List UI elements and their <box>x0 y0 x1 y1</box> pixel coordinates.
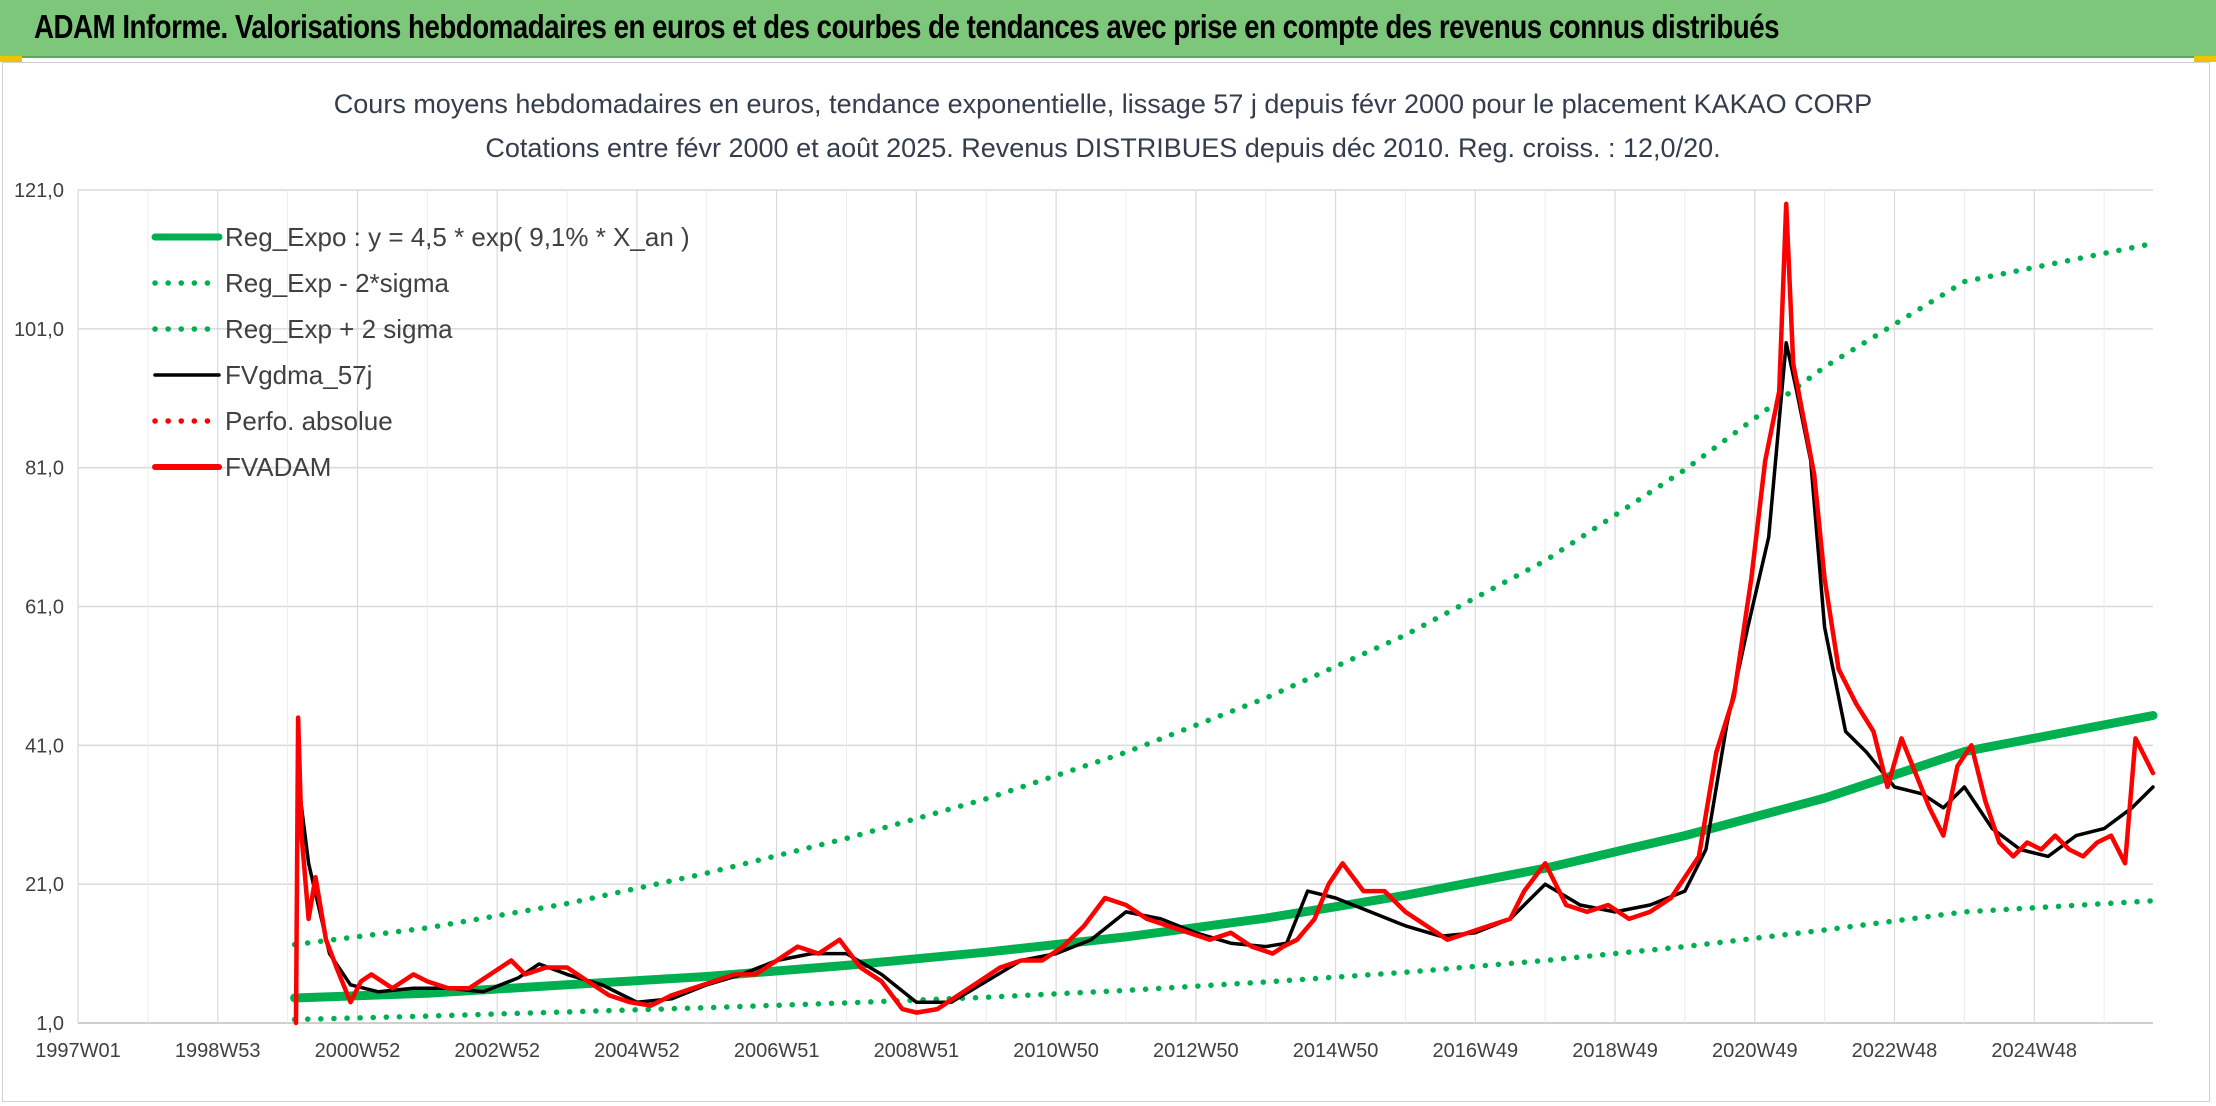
legend-label: Reg_Expo : y = 4,5 * exp( 9,1% * X_an ) <box>225 222 690 252</box>
legend-label: Reg_Exp - 2*sigma <box>225 268 450 298</box>
series-line-reg-exp-2-sigma <box>291 240 2156 948</box>
series-line-fvadam <box>293 201 2156 1026</box>
y-tick-label: 61,0 <box>25 597 64 619</box>
series-group <box>290 201 2158 1026</box>
x-tick-label: 2008W51 <box>874 1040 960 1062</box>
x-tick-label: 2020W49 <box>1712 1040 1798 1062</box>
y-tick-label: 21,0 <box>25 874 64 896</box>
gridlines <box>77 189 2153 1024</box>
y-tick-label: 101,0 <box>14 319 64 341</box>
chart-subtitle: Cotations entre févr 2000 et août 2025. … <box>485 133 1720 163</box>
x-tick-label: 2014W50 <box>1293 1040 1379 1062</box>
legend-label: FVgdma_57j <box>225 360 372 390</box>
series-line-fvgdma-57j <box>296 340 2155 1004</box>
y-tick-label: 121,0 <box>14 180 64 202</box>
x-tick-label: 2024W48 <box>1991 1040 2077 1062</box>
x-axis: 1997W01 1998W53 2000W52 2002W52 2004W52 2006W… <box>35 1040 2077 1062</box>
y-tick-label: 41,0 <box>25 735 64 757</box>
banner-title: ADAM Informe. Valorisations hebdomadaire… <box>34 8 1780 45</box>
legend-label: Perfo. absolue <box>225 406 393 436</box>
y-tick-label: 81,0 <box>25 458 64 480</box>
x-tick-label: 1998W53 <box>175 1040 261 1062</box>
x-tick-label: 2004W52 <box>594 1040 680 1062</box>
x-tick-label: 2002W52 <box>454 1040 540 1062</box>
y-tick-label: 1,0 <box>36 1013 64 1035</box>
x-tick-label: 2022W48 <box>1852 1040 1938 1062</box>
y-axis: 1,0 21,0 41,0 61,0 81,0 101,0 121,0 <box>14 180 64 1035</box>
chart-title: Cours moyens hebdomadaires en euros, ten… <box>334 89 1872 119</box>
header-banner: ADAM Informe. Valorisations hebdomadaire… <box>0 0 2216 58</box>
x-tick-label: 2000W52 <box>315 1040 401 1062</box>
corner-marker-right <box>2194 56 2216 62</box>
x-tick-label: 2016W49 <box>1432 1040 1518 1062</box>
line-chart: Cours moyens hebdomadaires en euros, ten… <box>14 89 2158 1062</box>
chart-frame: Cours moyens hebdomadaires en euros, ten… <box>2 62 2210 1102</box>
x-tick-label: 2018W49 <box>1572 1040 1658 1062</box>
legend-label: FVADAM <box>225 452 331 482</box>
x-tick-label: 2010W50 <box>1013 1040 1099 1062</box>
legend-label: Reg_Exp + 2 sigma <box>225 314 453 344</box>
x-tick-label: 2012W50 <box>1153 1040 1239 1062</box>
x-tick-label: 2006W51 <box>734 1040 820 1062</box>
x-tick-label: 1997W01 <box>35 1040 121 1062</box>
series-line-reg-exp-2-sigma <box>291 898 2156 1023</box>
legend: Reg_Expo : y = 4,5 * exp( 9,1% * X_an ) R… <box>151 222 690 482</box>
corner-marker-left <box>0 56 22 62</box>
series-line-reg-expo-y-4-5-exp-9-1-x-an <box>290 711 2158 1003</box>
